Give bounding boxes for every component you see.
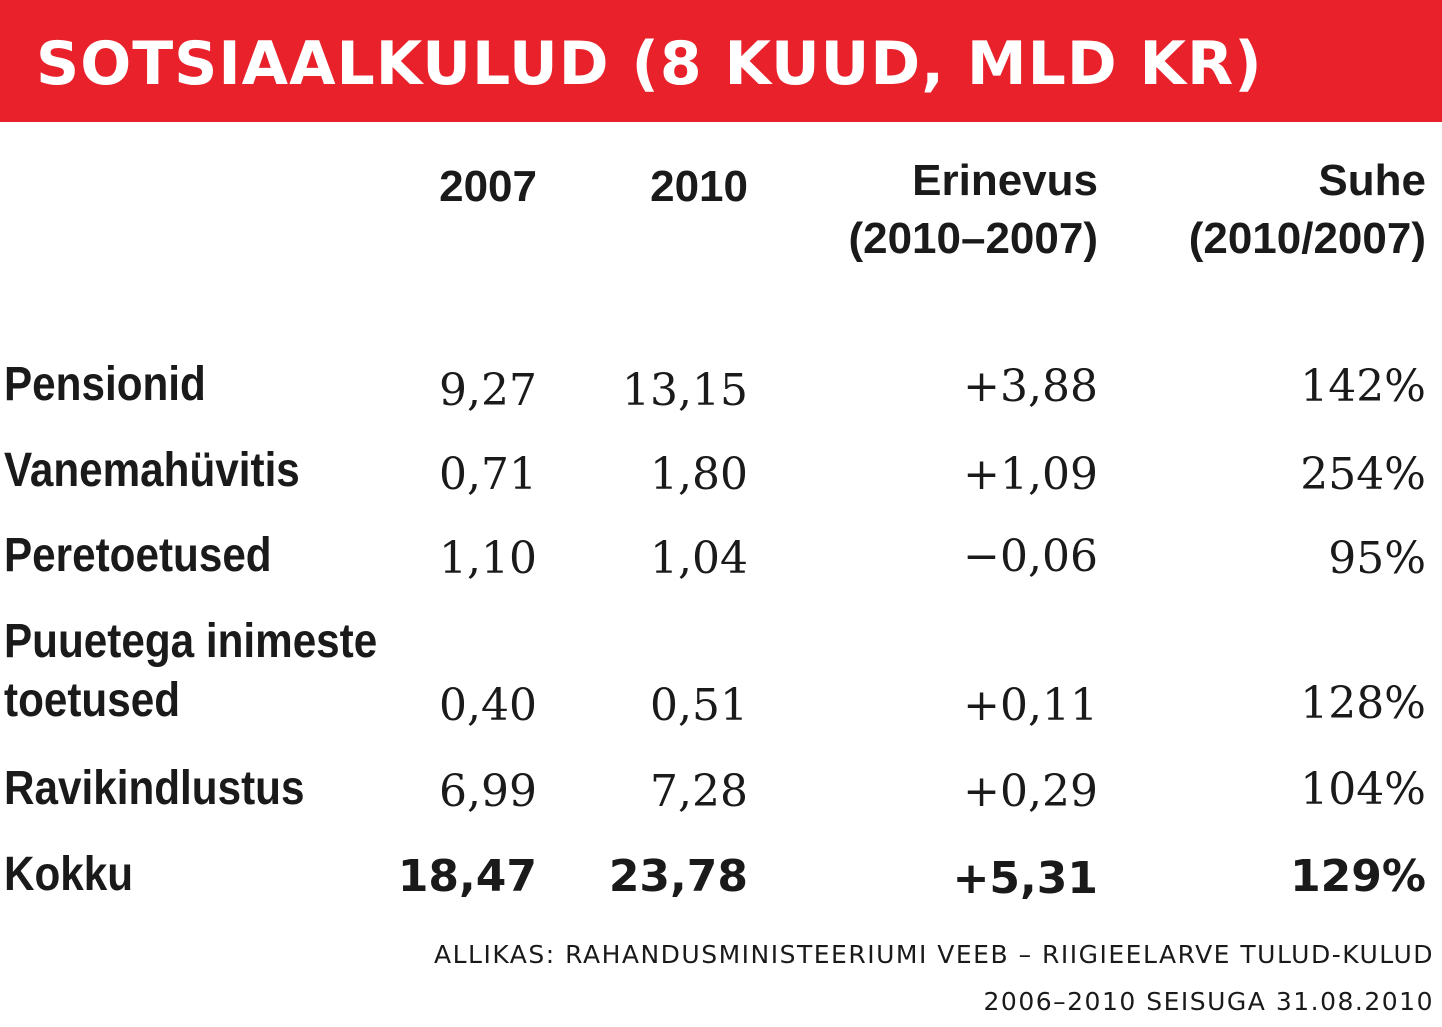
table-cell: 254%: [1300, 449, 1426, 500]
table-cell: 9,27: [439, 365, 537, 416]
row-label-peretoetused: Peretoetused: [4, 529, 272, 582]
column-header-suhe-line1: Suhe: [1318, 156, 1426, 205]
row-label-puuetega-line1: Puuetega inimeste: [4, 615, 378, 668]
table-cell: +0,11: [963, 680, 1098, 731]
source-line-2: 2006–2010 SEISUGA 31.08.2010: [983, 987, 1434, 1016]
table-cell: 7,28: [650, 766, 748, 817]
table-cell: 142%: [1300, 361, 1426, 412]
table-cell: 128%: [1300, 678, 1426, 729]
table-cell: 6,99: [439, 766, 537, 817]
row-label-vanemahuvitis: Vanemahüvitis: [4, 444, 300, 497]
table-cell: 95%: [1328, 533, 1426, 584]
column-header-suhe-line2: (2010/2007): [1188, 214, 1426, 263]
table-cell: 0,51: [650, 680, 748, 731]
table-cell: +1,09: [963, 449, 1098, 500]
title-bar: SOTSIAALKULUD (8 KUUD, MLD KR): [0, 0, 1442, 122]
table-cell: 1,80: [650, 449, 748, 500]
table-cell: −0,06: [963, 531, 1098, 582]
row-label-pensionid: Pensionid: [4, 358, 206, 411]
column-header-2007-line1: 2007: [439, 162, 537, 211]
table-cell: 1,10: [439, 533, 537, 584]
table-cell-total: +5,31: [952, 853, 1098, 904]
row-label-kokku: Kokku: [4, 848, 134, 901]
column-header-2010: 2010: [650, 158, 748, 216]
table-cell: 104%: [1300, 764, 1426, 815]
table-cell-total: 18,47: [397, 851, 537, 902]
table-cell: +3,88: [963, 361, 1098, 412]
table-cell-total: 23,78: [608, 851, 748, 902]
column-header-2007: 2007: [439, 158, 537, 216]
row-label-puuetega-line2: toetused: [4, 674, 181, 727]
table-cell: +0,29: [963, 766, 1098, 817]
chart-title: SOTSIAALKULUD (8 KUUD, MLD KR): [36, 29, 1263, 99]
table-cell: 0,40: [439, 680, 537, 731]
column-header-erinevus: Erinevus (2010–2007): [848, 152, 1098, 268]
column-header-erinevus-line1: Erinevus: [912, 156, 1098, 205]
column-header-suhe: Suhe (2010/2007): [1189, 152, 1426, 268]
table-cell: 1,04: [650, 533, 748, 584]
row-label-ravikindlustus: Ravikindlustus: [4, 762, 305, 815]
source-line-1: ALLIKAS: RAHANDUSMINISTEERIUMI VEEB – RI…: [433, 940, 1434, 969]
column-header-2010-line1: 2010: [650, 162, 748, 211]
table-cell: 0,71: [439, 449, 537, 500]
table-cell-total: 129%: [1290, 851, 1426, 902]
column-header-erinevus-line2: (2010–2007): [848, 214, 1098, 263]
table-cell: 13,15: [622, 365, 748, 416]
